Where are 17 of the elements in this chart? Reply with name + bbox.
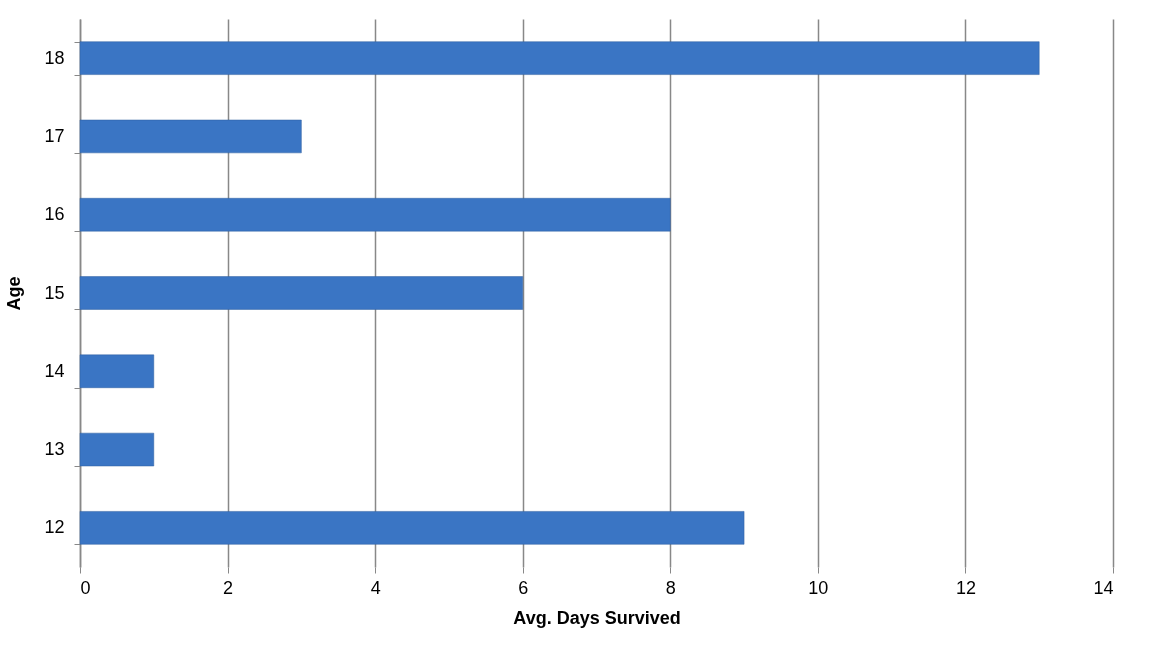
y-tick-label: 16 bbox=[44, 204, 65, 225]
x-tick-label: 12 bbox=[955, 577, 976, 598]
y-tick-label: 14 bbox=[44, 360, 65, 381]
x-tick-label: 10 bbox=[808, 577, 829, 598]
y-tick-label: 18 bbox=[44, 47, 65, 68]
x-tick-label: 14 bbox=[1093, 577, 1114, 598]
x-tick-label: 6 bbox=[518, 577, 529, 598]
x-tick-label: 0 bbox=[80, 577, 91, 598]
x-tick-label: 4 bbox=[370, 577, 381, 598]
y-tick-label: 12 bbox=[44, 517, 65, 538]
y-tick-label: 17 bbox=[44, 125, 65, 146]
x-tick-label: 2 bbox=[223, 577, 234, 598]
x-axis-title: Avg. Days Survived bbox=[513, 607, 681, 628]
x-tick-label: 8 bbox=[665, 577, 676, 598]
y-tick-label: 15 bbox=[44, 282, 65, 303]
y-tick-label: 13 bbox=[44, 439, 65, 460]
y-axis-title: Age bbox=[4, 276, 25, 311]
